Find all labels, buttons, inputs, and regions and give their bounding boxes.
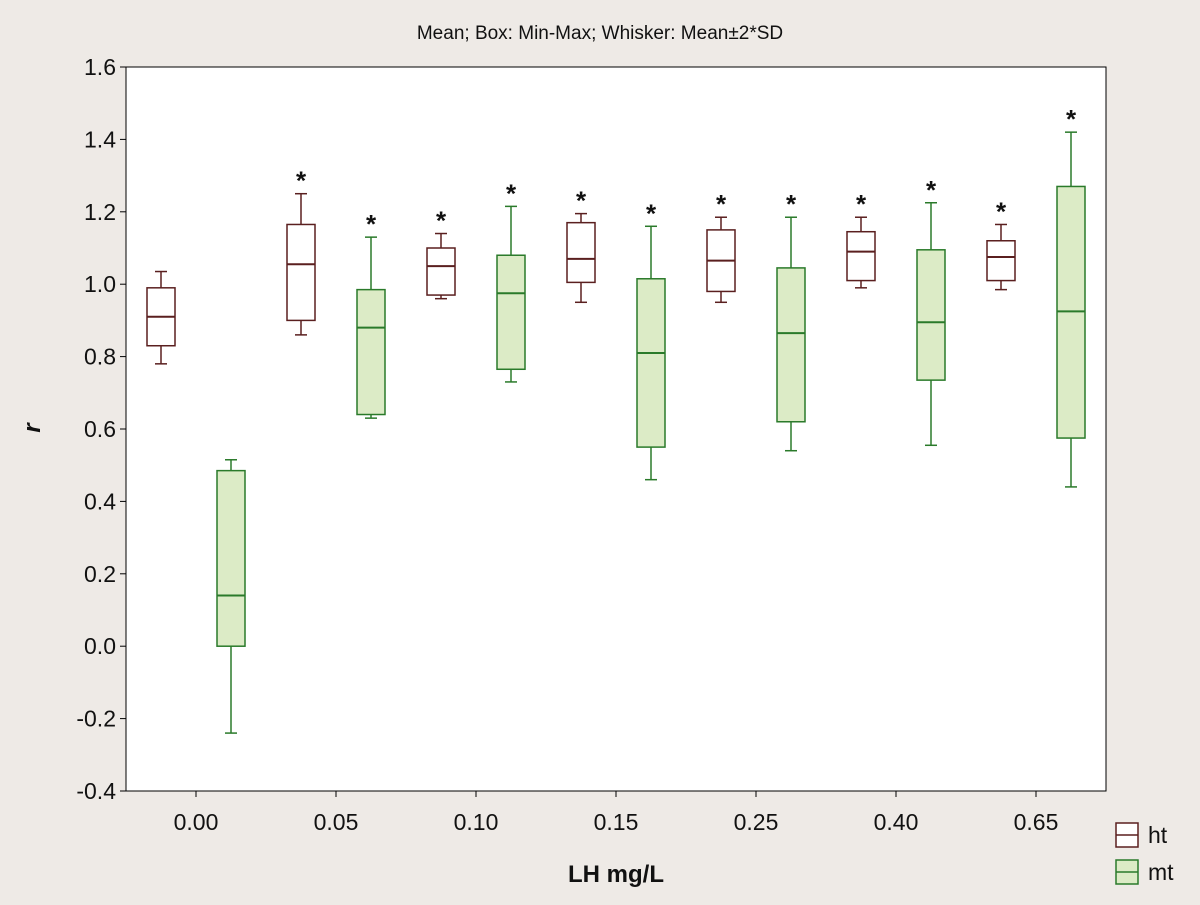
box-body: [566, 221, 596, 284]
box-mt-0.10: *: [496, 178, 526, 383]
y-tick-label: 1.6: [84, 54, 116, 80]
y-tick-label: 0.8: [84, 344, 116, 370]
box-body: [496, 254, 526, 371]
y-tick-label: 1.4: [84, 126, 116, 152]
significance-marker: *: [716, 189, 727, 219]
x-tick-label: 0.10: [454, 809, 499, 835]
box-ht-0.00: [146, 270, 176, 365]
box-body: [776, 267, 806, 423]
x-tick-label: 0.40: [874, 809, 919, 835]
significance-marker: *: [1066, 104, 1077, 134]
box-ht-0.10: *: [426, 206, 456, 300]
significance-marker: *: [996, 196, 1007, 226]
significance-marker: *: [926, 175, 937, 205]
box-ht-0.15: *: [566, 186, 596, 304]
significance-marker: *: [576, 186, 587, 216]
y-tick-label: 0.0: [84, 633, 116, 659]
significance-marker: *: [296, 166, 307, 196]
box-body: [216, 469, 246, 647]
box-mt-0.05: *: [356, 209, 386, 419]
box-body: [636, 278, 666, 448]
significance-marker: *: [786, 189, 797, 219]
chart-title: Mean; Box: Min-Max; Whisker: Mean±2*SD: [417, 23, 783, 44]
y-tick-label: 0.4: [84, 488, 116, 514]
plot-area: [125, 66, 1107, 792]
box-body: [846, 230, 876, 282]
y-axis-label: r: [19, 422, 46, 433]
x-axis-label: LH mg/L: [568, 861, 664, 888]
box-mt-0.00: [216, 459, 246, 734]
legend: ht mt: [1115, 822, 1174, 885]
x-tick-label: 0.25: [734, 809, 779, 835]
y-tick-label: 0.6: [84, 416, 116, 442]
box-ht-0.25: *: [706, 189, 736, 304]
box-mt-0.25: *: [776, 189, 806, 452]
box-body: [286, 223, 316, 322]
significance-marker: *: [506, 178, 517, 208]
x-tick-label: 0.65: [1014, 809, 1059, 835]
box-mt-0.65: *: [1056, 104, 1086, 488]
x-axis: 0.00 0.05 0.10 0.15 0.25 0.40 0.65: [174, 791, 1059, 835]
y-tick-label: 1.0: [84, 271, 116, 297]
box-body: [986, 240, 1016, 282]
legend-item-mt: mt: [1115, 859, 1174, 885]
box-body: [426, 247, 456, 296]
x-tick-label: 0.05: [314, 809, 359, 835]
y-tick-label: 0.2: [84, 561, 116, 587]
significance-marker: *: [436, 206, 447, 236]
y-tick-label: -0.4: [76, 778, 116, 804]
box-mt-0.15: *: [636, 198, 666, 481]
box-body: [356, 288, 386, 416]
significance-marker: *: [646, 198, 657, 228]
significance-marker: *: [856, 189, 867, 219]
y-tick-label: -0.2: [76, 706, 116, 732]
box-ht-0.40: *: [846, 189, 876, 289]
y-tick-label: 1.2: [84, 199, 116, 225]
x-tick-label: 0.15: [594, 809, 639, 835]
box-mt-0.40: *: [916, 175, 946, 447]
legend-item-ht: ht: [1115, 822, 1168, 848]
box-body: [916, 249, 946, 381]
box-ht-0.65: *: [986, 196, 1016, 291]
legend-label: ht: [1148, 822, 1168, 848]
significance-marker: *: [366, 209, 377, 239]
boxes-layer: * * * * * * * * * * * *: [146, 104, 1086, 734]
box-ht-0.05: *: [286, 166, 316, 336]
x-tick-label: 0.00: [174, 809, 219, 835]
y-axis: -0.4 -0.2 0.0 0.2 0.4 0.6 0.8 1.0 1.2 1.4 1.6: [76, 54, 126, 804]
legend-label: mt: [1148, 859, 1174, 885]
